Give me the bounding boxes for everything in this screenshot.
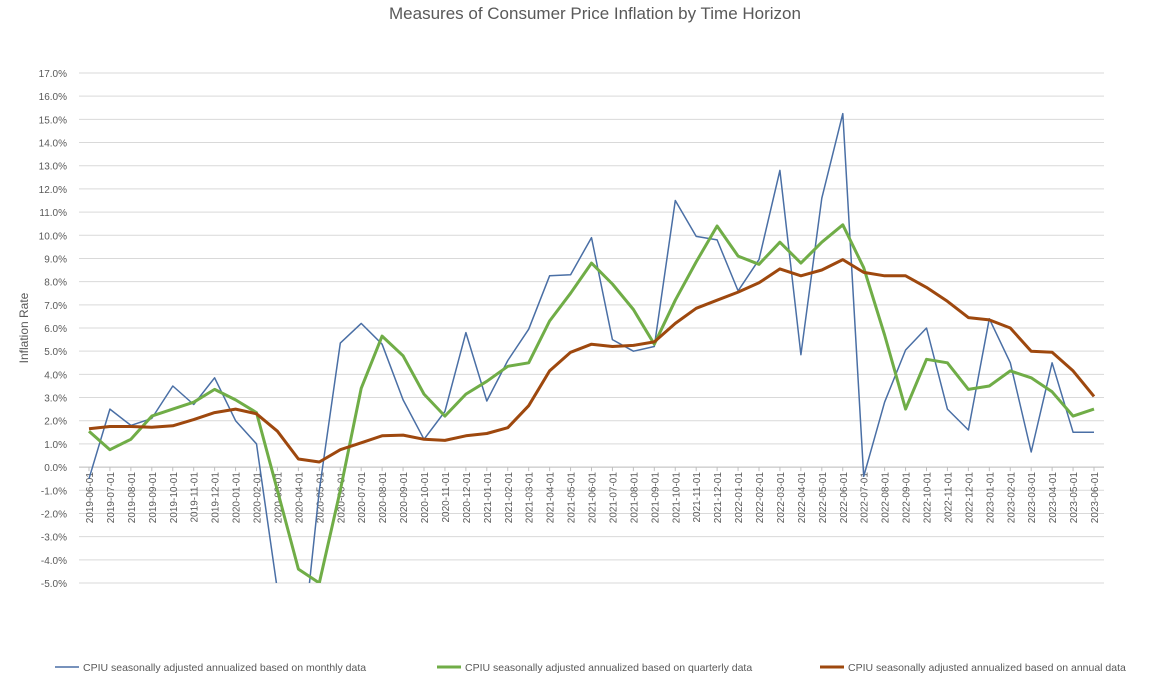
x-tick-label: 2022-05-01 — [818, 472, 829, 524]
y-tick-label: 1.0% — [44, 440, 67, 451]
x-tick-label: 2023-06-01 — [1090, 472, 1101, 524]
x-tick-label: 2020-05-01 — [315, 472, 326, 524]
y-tick-label: 5.0% — [44, 347, 67, 358]
y-tick-label: -5.0% — [41, 579, 67, 590]
legend-label: CPIU seasonally adjusted annualized base… — [83, 662, 366, 674]
x-tick-label: 2021-11-01 — [692, 472, 703, 523]
y-tick-label: 6.0% — [44, 324, 67, 335]
x-tick-label: 2022-06-01 — [839, 472, 850, 524]
x-tick-label: 2019-06-01 — [85, 472, 96, 524]
x-tick-label: 2020-06-01 — [336, 472, 347, 524]
x-tick-label: 2023-03-01 — [1027, 472, 1038, 524]
x-tick-label: 2022-03-01 — [776, 472, 787, 524]
y-tick-label: 8.0% — [44, 278, 67, 289]
x-tick-label: 2023-04-01 — [1048, 472, 1059, 524]
y-tick-label: 17.0% — [39, 69, 67, 80]
series-line — [88, 112, 1094, 583]
y-tick-label: 16.0% — [39, 92, 67, 103]
y-tick-label: 10.0% — [39, 231, 67, 242]
plot-area — [88, 112, 1096, 583]
y-tick-label: -2.0% — [41, 509, 67, 520]
x-tick-label: 2023-02-01 — [1006, 472, 1017, 524]
chart-title: Measures of Consumer Price Inflation by … — [389, 4, 801, 23]
x-tick-label: 2020-07-01 — [357, 472, 368, 524]
y-axis-label: Inflation Rate — [17, 292, 31, 363]
x-tick-label: 2022-04-01 — [797, 472, 808, 524]
x-tick-label: 2020-11-01 — [441, 472, 452, 523]
x-tick-label: 2022-01-01 — [734, 472, 745, 524]
y-tick-label: 0.0% — [44, 463, 67, 474]
y-tick-label: -3.0% — [41, 533, 67, 544]
y-tick-label: 2.0% — [44, 417, 67, 428]
x-tick-label: 2020-02-01 — [253, 472, 264, 524]
x-tick-label: 2023-05-01 — [1069, 472, 1080, 524]
x-tick-label: 2019-07-01 — [106, 472, 117, 524]
y-tick-label: 3.0% — [44, 394, 67, 405]
x-tick-label: 2022-12-01 — [964, 472, 975, 524]
x-tick-label: 2022-09-01 — [902, 472, 913, 524]
x-tick-label: 2021-02-01 — [504, 472, 515, 524]
x-tick-label: 2019-09-01 — [148, 472, 159, 524]
legend-label: CPIU seasonally adjusted annualized base… — [465, 662, 752, 674]
x-tick-label: 2022-07-01 — [860, 472, 871, 524]
y-tick-label: 15.0% — [39, 115, 67, 126]
y-tick-label: 13.0% — [39, 162, 67, 173]
x-tick-label: 2020-08-01 — [378, 472, 389, 524]
x-tick-label: 2019-11-01 — [190, 472, 201, 523]
x-tick-label: 2020-01-01 — [232, 472, 243, 524]
x-tick-label: 2022-02-01 — [755, 472, 766, 524]
y-tick-label: 11.0% — [39, 208, 67, 219]
x-tick-label: 2021-03-01 — [525, 472, 536, 524]
x-tick-label: 2020-10-01 — [420, 472, 431, 524]
legend-label: CPIU seasonally adjusted annualized base… — [848, 662, 1126, 674]
y-tick-label: 14.0% — [39, 139, 67, 150]
x-tick-label: 2021-10-01 — [671, 472, 682, 524]
x-tick-label: 2020-04-01 — [294, 472, 305, 524]
x-tick-label: 2022-11-01 — [943, 472, 954, 523]
x-tick-label: 2021-04-01 — [546, 472, 557, 524]
series-line — [88, 258, 1096, 464]
x-tick-label: 2022-10-01 — [923, 472, 934, 524]
y-tick-label: 12.0% — [39, 185, 67, 196]
x-tick-label: 2021-06-01 — [588, 472, 599, 524]
x-tick-label: 2021-01-01 — [483, 472, 494, 524]
y-tick-label: -1.0% — [41, 486, 67, 497]
x-tick-label: 2019-12-01 — [211, 472, 222, 524]
x-tick-label: 2021-09-01 — [650, 472, 661, 524]
series-line — [88, 223, 1095, 583]
x-tick-label: 2020-12-01 — [462, 472, 473, 524]
x-tick-label: 2021-12-01 — [713, 472, 724, 524]
y-tick-label: -4.0% — [41, 556, 67, 567]
x-tick-label: 2022-08-01 — [881, 472, 892, 524]
x-tick-label: 2021-05-01 — [567, 472, 578, 524]
x-tick-label: 2023-01-01 — [985, 472, 996, 524]
y-tick-label: 9.0% — [44, 254, 67, 265]
x-tick-label: 2019-10-01 — [169, 472, 180, 524]
y-tick-label: 4.0% — [44, 370, 67, 381]
x-tick-label: 2021-07-01 — [608, 472, 619, 524]
x-tick-label: 2019-08-01 — [127, 472, 138, 524]
x-tick-label: 2020-09-01 — [399, 472, 410, 524]
x-tick-label: 2021-08-01 — [629, 472, 640, 524]
y-tick-label: 7.0% — [44, 301, 67, 312]
